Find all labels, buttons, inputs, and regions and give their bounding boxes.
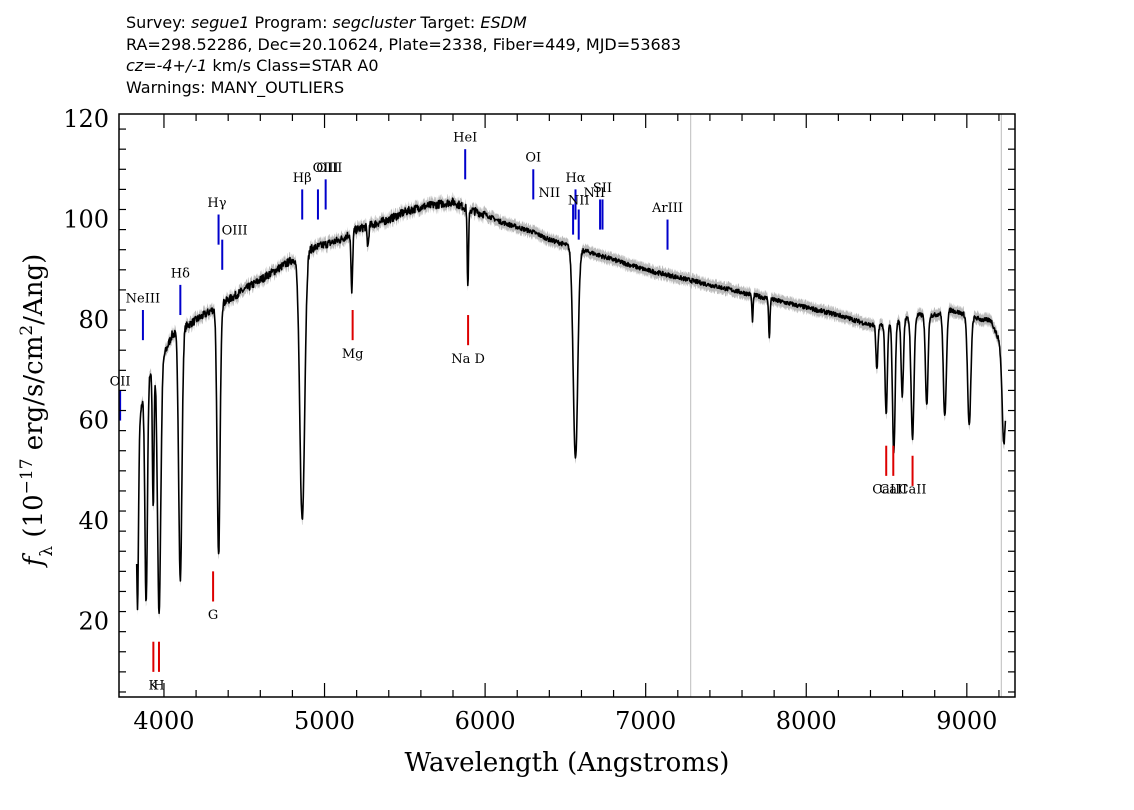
emission-line-label: OIII [222,224,248,239]
emission-line-label: Hβ [293,171,312,186]
class-value: km/s Class=STAR A0 [207,56,379,75]
plot-axes [118,113,1016,698]
emission-line-label: SII [593,181,612,196]
cz-value: cz=-4+/-1 [126,56,208,75]
x-tick-label: 6000 [455,707,516,735]
spectrum-line [135,197,1007,615]
program-label: Program: [249,13,333,32]
emission-line-label: OI [525,151,541,166]
y-tick-label: 20 [78,608,109,636]
survey-value: segue1 [190,13,250,32]
target-value: ESDM [480,13,527,32]
x-tick-label: 5000 [294,707,355,735]
survey-label: Survey: [126,13,191,32]
y-tick-label: 80 [78,306,109,334]
x-tick-label: 8000 [776,707,837,735]
line-markers: OIINeIIIHδHγOIIIHβOIIIOIIIHeIOINIIHαNIIN… [110,131,927,694]
absorption-line-label: H [153,678,164,693]
plot-frame [118,113,1016,698]
emission-line-label: Hγ [207,196,226,211]
absorption-line-label: CaII [872,482,900,497]
spectrum-series [135,197,1007,615]
emission-line-label: HeI [453,131,477,146]
spectrum-header: Survey: segue1 Program: segcluster Targe… [126,12,681,98]
emission-line-label: NeIII [126,291,160,306]
y-tick-label: 40 [78,507,109,535]
header-line-survey: Survey: segue1 Program: segcluster Targe… [126,12,681,34]
absorption-line-label: CaII [879,482,907,497]
y-tick-label: 60 [78,407,109,435]
emission-line-label: Hδ [171,266,190,281]
guide-lines [690,114,1002,697]
y-tick-label: 100 [63,206,109,234]
error-band [136,192,1006,620]
absorption-line-label: K [149,678,159,693]
header-line-warnings: Warnings: MANY_OUTLIERS [126,77,345,97]
error-band-area [136,192,1006,620]
absorption-line-label: Mg [342,347,364,362]
program-value: segcluster [332,13,416,32]
y-axis-label: fλ (10−17 erg/s/cm2/Ang) [17,254,57,569]
emission-line-label: ArIII [651,201,683,216]
emission-line-label: OIII [316,161,342,176]
axis-ticks: 4000 5000 6000 7000 8000 9000 20 40 60 80 100 120 [63,105,1015,735]
absorption-line-label: Na D [451,352,485,367]
x-tick-label: 4000 [133,707,194,735]
emission-line-label: Hα [565,171,585,186]
header-line-coordinates: RA=298.52286, Dec=20.10624, Plate=2338, … [126,34,682,54]
x-tick-label: 7000 [615,707,676,735]
emission-line-label: NII [568,193,590,208]
header-line-redshift: cz=-4+/-1 km/s Class=STAR A0 [126,55,681,77]
absorption-line-label: CaII [899,482,927,497]
target-label: Target: [415,13,481,32]
y-tick-label: 120 [63,105,109,133]
emission-line-label: OII [110,374,131,389]
emission-line-label: NII [583,186,605,201]
x-axis-label: Wavelength (Angstroms) [405,748,730,778]
emission-line-label: NII [539,186,561,201]
absorption-line-label: G [208,608,218,623]
emission-line-label: OIII [313,161,339,176]
x-tick-label: 9000 [936,707,997,735]
